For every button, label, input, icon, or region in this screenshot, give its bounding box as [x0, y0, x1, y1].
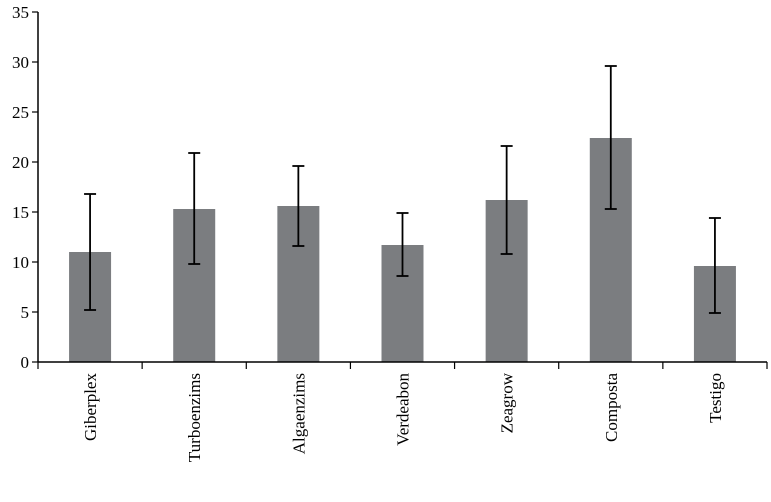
x-axis-labels: Giberplex Turboenzims Algaenzims Verdeabon Z… [81, 372, 725, 462]
y-tick-label: 30 [12, 53, 29, 72]
x-tick-label: Composta [602, 373, 621, 442]
error-bars [84, 65, 721, 314]
x-tick-label: Algaenzims [289, 373, 308, 454]
bars [69, 138, 736, 362]
x-tick-label: Testigo [706, 373, 725, 423]
y-tick-label: 35 [12, 3, 29, 22]
x-tick-label: Giberplex [81, 373, 100, 441]
y-axis-ticks: 0 5 10 15 20 25 30 35 [12, 3, 38, 372]
x-tick-label: Turboenzims [185, 373, 204, 462]
y-tick-label: 15 [12, 203, 29, 222]
x-tick-label: Zeagrow [498, 372, 517, 433]
x-axis-ticks [37, 362, 768, 369]
x-tick-label: Verdeabon [394, 373, 413, 446]
y-tick-label: 20 [12, 153, 29, 172]
y-tick-label: 5 [21, 303, 30, 322]
y-tick-label: 0 [21, 353, 30, 372]
y-tick-label: 25 [12, 103, 29, 122]
y-tick-label: 10 [12, 253, 29, 272]
